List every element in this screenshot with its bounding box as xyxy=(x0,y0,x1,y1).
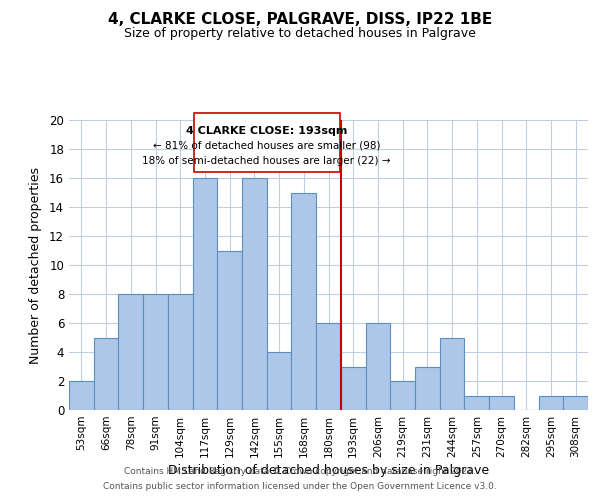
Y-axis label: Number of detached properties: Number of detached properties xyxy=(29,166,42,364)
Bar xyxy=(267,352,292,410)
Bar xyxy=(292,192,316,410)
Text: Size of property relative to detached houses in Palgrave: Size of property relative to detached ho… xyxy=(124,28,476,40)
X-axis label: Distribution of detached houses by size in Palgrave: Distribution of detached houses by size … xyxy=(168,464,489,477)
Text: ← 81% of detached houses are smaller (98): ← 81% of detached houses are smaller (98… xyxy=(153,140,380,150)
Bar xyxy=(390,381,415,410)
Bar xyxy=(440,338,464,410)
FancyBboxPatch shape xyxy=(194,113,340,172)
Bar xyxy=(415,366,440,410)
Text: 4 CLARKE CLOSE: 193sqm: 4 CLARKE CLOSE: 193sqm xyxy=(186,126,347,136)
Bar xyxy=(539,396,563,410)
Text: Contains HM Land Registry data © Crown copyright and database right 2024.: Contains HM Land Registry data © Crown c… xyxy=(124,467,476,476)
Bar xyxy=(118,294,143,410)
Bar xyxy=(193,178,217,410)
Bar xyxy=(242,178,267,410)
Bar xyxy=(464,396,489,410)
Bar xyxy=(217,250,242,410)
Bar xyxy=(316,323,341,410)
Text: 4, CLARKE CLOSE, PALGRAVE, DISS, IP22 1BE: 4, CLARKE CLOSE, PALGRAVE, DISS, IP22 1B… xyxy=(108,12,492,28)
Text: Contains public sector information licensed under the Open Government Licence v3: Contains public sector information licen… xyxy=(103,482,497,491)
Bar xyxy=(168,294,193,410)
Bar xyxy=(489,396,514,410)
Bar xyxy=(341,366,365,410)
Bar xyxy=(365,323,390,410)
Bar xyxy=(143,294,168,410)
Bar xyxy=(69,381,94,410)
Bar xyxy=(563,396,588,410)
Text: 18% of semi-detached houses are larger (22) →: 18% of semi-detached houses are larger (… xyxy=(142,156,391,166)
Bar xyxy=(94,338,118,410)
